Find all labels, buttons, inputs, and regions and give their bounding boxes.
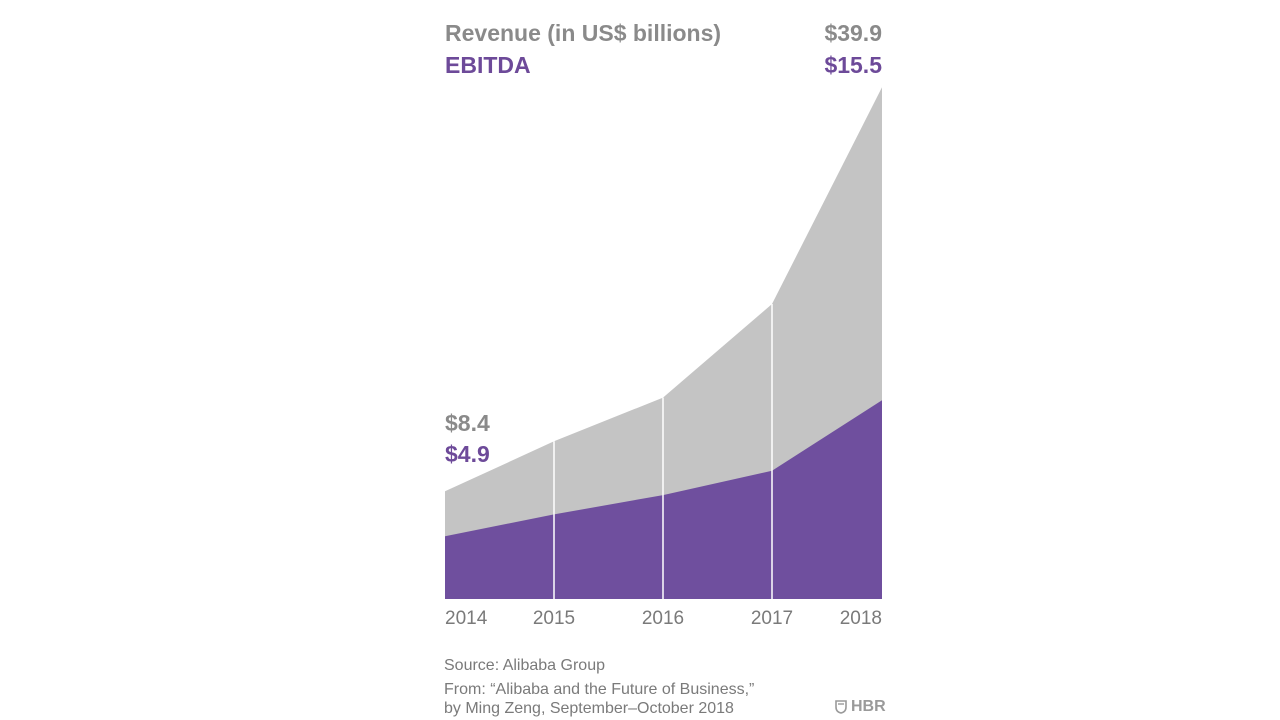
from-note-line2: by Ming Zeng, September–October 2018 <box>444 700 734 717</box>
x-tick-label: 2014 <box>445 608 488 629</box>
x-tick-label: 2016 <box>642 608 684 629</box>
x-tick-label: 2015 <box>533 608 575 629</box>
ebitda-end-label: $15.5 <box>824 52 882 78</box>
from-note-line1: From: “Alibaba and the Future of Busines… <box>444 681 755 698</box>
ebitda-start-label: $4.9 <box>445 441 490 467</box>
hbr-wordmark: HBR <box>851 698 886 715</box>
source-note: Source: Alibaba Group <box>444 657 605 674</box>
x-tick-label: 2018 <box>840 608 882 629</box>
revenue-end-label: $39.9 <box>824 20 882 46</box>
legend-revenue: Revenue (in US$ billions) <box>445 20 722 46</box>
legend-ebitda: EBITDA <box>445 52 531 78</box>
hbr-logo: HBR <box>835 698 886 716</box>
revenue-start-label: $8.4 <box>445 410 490 436</box>
hbr-shield-icon <box>835 700 847 714</box>
x-tick-label: 2017 <box>751 608 793 629</box>
